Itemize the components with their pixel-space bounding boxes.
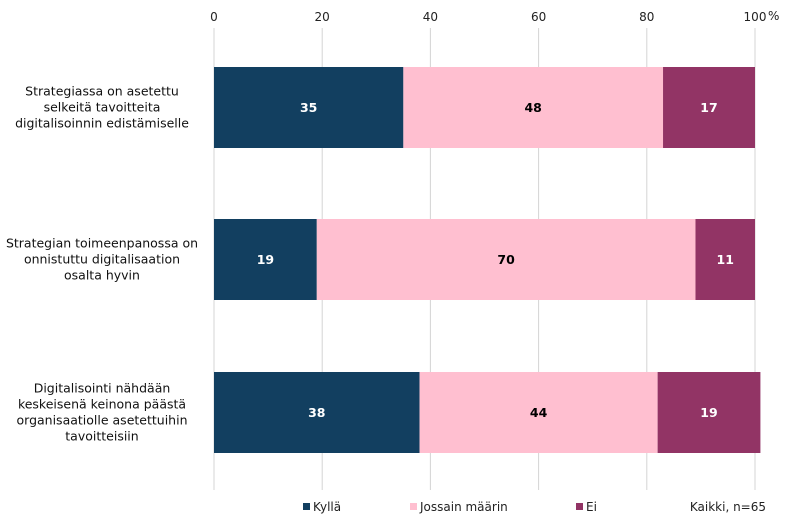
data-label: 48 bbox=[524, 100, 541, 115]
data-label: 70 bbox=[497, 252, 515, 267]
legend-swatch bbox=[576, 503, 583, 510]
legend-label: Kyllä bbox=[313, 500, 341, 514]
category-label: Digitalisointi nähdään bbox=[34, 381, 171, 396]
x-axis-ticks: 0 20 40 60 80 100 bbox=[210, 10, 766, 24]
x-tick-label: 40 bbox=[423, 10, 438, 24]
category-label: osalta hyvin bbox=[64, 268, 140, 283]
data-label: 19 bbox=[257, 252, 274, 267]
bars: 35 48 17 19 70 11 38 44 19 bbox=[214, 67, 761, 453]
category-label: keskeisenä keinona päästä bbox=[18, 397, 186, 412]
data-label: 17 bbox=[700, 100, 717, 115]
bar-segment bbox=[316, 219, 696, 300]
data-label: 38 bbox=[308, 405, 325, 420]
bar-segment bbox=[419, 372, 658, 453]
category-label: organisaatiolle asetettuihin bbox=[17, 413, 188, 428]
category-label: selkeitä tavoitteita bbox=[44, 100, 161, 115]
category-label: Strategian toimeenpanossa on bbox=[6, 236, 198, 251]
legend-label: Ei bbox=[586, 500, 597, 514]
data-label: 35 bbox=[300, 100, 317, 115]
legend-swatch bbox=[303, 503, 310, 510]
legend: Kyllä Jossain määrin Ei bbox=[303, 500, 597, 514]
legend-swatch bbox=[410, 503, 417, 510]
x-tick-label: 80 bbox=[639, 10, 654, 24]
x-tick-label: 60 bbox=[531, 10, 546, 24]
data-label: 19 bbox=[700, 405, 717, 420]
bar-segment bbox=[214, 219, 317, 300]
category-label: tavoitteisiin bbox=[65, 429, 138, 444]
sample-note: Kaikki, n=65 bbox=[690, 500, 766, 514]
category-label: onnistuttu digitalisaation bbox=[24, 252, 180, 267]
bar-segment bbox=[695, 219, 755, 300]
category-label: Strategiassa on asetettu bbox=[25, 84, 179, 99]
data-label: 11 bbox=[717, 252, 734, 267]
x-tick-label: 100 bbox=[744, 10, 767, 24]
legend-label: Jossain määrin bbox=[419, 500, 508, 514]
bar-segment bbox=[214, 372, 420, 453]
x-axis-unit: % bbox=[768, 9, 779, 23]
bar-segment bbox=[663, 67, 755, 148]
x-tick-label: 0 bbox=[210, 10, 218, 24]
bar-segment bbox=[214, 67, 404, 148]
bar-segment bbox=[403, 67, 664, 148]
x-tick-label: 20 bbox=[315, 10, 330, 24]
data-label: 44 bbox=[530, 405, 548, 420]
category-label: digitalisoinnin edistämiselle bbox=[15, 116, 189, 131]
bar-segment bbox=[657, 372, 761, 453]
